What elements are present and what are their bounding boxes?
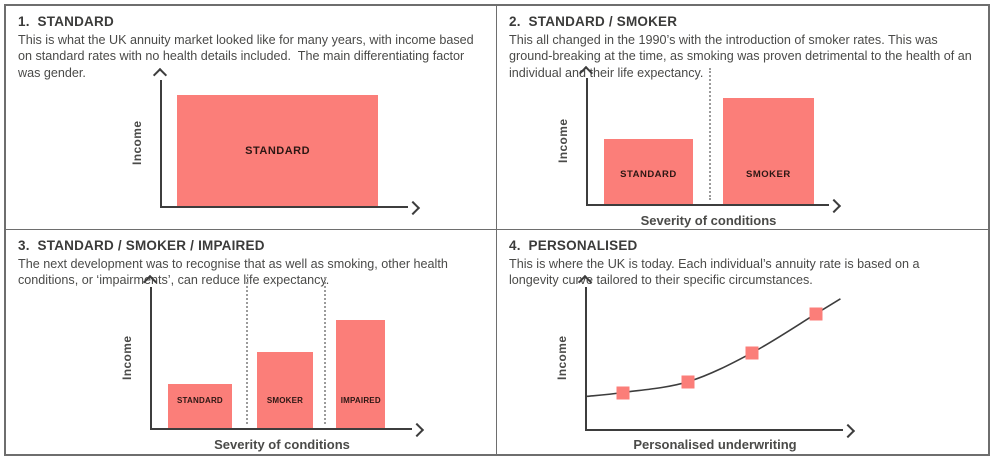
- panel-4-heading: 4. PERSONALISED: [509, 238, 638, 253]
- panel-3-heading: 3. STANDARD / SMOKER / IMPAIRED: [18, 238, 265, 253]
- bar-label: IMPAIRED: [340, 396, 381, 405]
- bar-impaired: IMPAIRED: [336, 320, 386, 428]
- bar-standard: STANDARD: [176, 95, 379, 206]
- panel-4-longevity-curve-chart: Income: [555, 274, 856, 439]
- y-axis-label: Income: [555, 335, 569, 381]
- x-axis-arrow-icon: [840, 423, 856, 439]
- annuity-market-evolution-figure: 1. STANDARD This is what the UK annuity …: [4, 4, 990, 456]
- panel-2-bar-chart: Income STANDARD SMOKER: [556, 65, 842, 214]
- y-axis-label: Income: [120, 335, 134, 380]
- y-axis-label: Income: [130, 120, 144, 166]
- dotted-divider: [708, 68, 711, 200]
- bar-label: STANDARD: [177, 396, 223, 405]
- panel-1-heading: 1. STANDARD: [18, 14, 114, 29]
- bar-standard: STANDARD: [603, 139, 694, 204]
- x-axis-label: Severity of conditions: [640, 213, 777, 228]
- longevity-curve: [586, 298, 841, 398]
- bar-standard: STANDARD: [167, 384, 233, 428]
- panel-2-standard-smoker: 2. STANDARD / SMOKER This all changed in…: [497, 6, 988, 230]
- y-axis-label: Income: [556, 118, 570, 164]
- x-axis-arrow-icon: [409, 422, 425, 438]
- panel-3-bar-chart: Income STANDARD SMOKER IMPAIRED: [120, 274, 425, 438]
- dotted-divider: [245, 277, 248, 424]
- panel-2-body: This all changed in the 1990’s with the …: [509, 33, 972, 80]
- panel-3-standard-smoker-impaired: 3. STANDARD / SMOKER / IMPAIRED The next…: [6, 230, 497, 454]
- data-point-square: [809, 307, 823, 321]
- x-axis-arrow-icon: [826, 198, 842, 214]
- dotted-divider: [324, 277, 327, 424]
- data-point-square: [745, 346, 759, 360]
- panel-4-body: This is where the UK is today. Each indi…: [509, 257, 920, 288]
- bar-label: SMOKER: [746, 169, 791, 180]
- panel-4-personalised: 4. PERSONALISED This is where the UK is …: [497, 230, 988, 454]
- data-point-square: [681, 375, 695, 389]
- x-axis-label: Personalised underwriting: [633, 437, 797, 452]
- data-point-square: [616, 386, 630, 399]
- bar-label: STANDARD: [245, 144, 311, 157]
- x-axis-arrow-icon: [405, 200, 421, 216]
- panel-1-standard: 1. STANDARD This is what the UK annuity …: [6, 6, 497, 230]
- panel-1-bar-chart: Income STANDARD: [130, 67, 421, 216]
- panel-3-body: The next development was to recognise th…: [18, 257, 448, 288]
- panel-2-heading: 2. STANDARD / SMOKER: [509, 14, 678, 29]
- bar-smoker: SMOKER: [257, 351, 313, 428]
- bar-label: STANDARD: [620, 169, 677, 180]
- bar-smoker: SMOKER: [722, 98, 814, 204]
- panel-1-body: This is what the UK annuity market looke…: [18, 33, 474, 80]
- bar-label: SMOKER: [266, 396, 304, 405]
- x-axis-label: Severity of conditions: [214, 437, 350, 452]
